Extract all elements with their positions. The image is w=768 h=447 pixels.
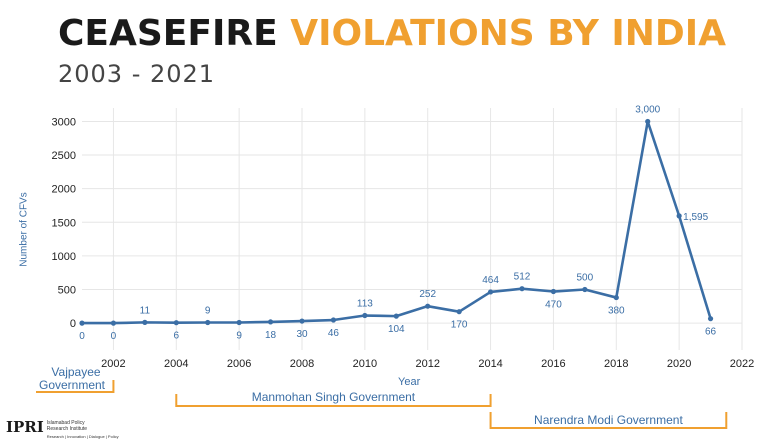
title-part-1: CEASEFIRE [58,13,278,54]
x-tick-label: 2018 [604,358,628,370]
y-tick-label: 500 [58,285,76,297]
chart-title: CEASEFIRE VIOLATIONS BY INDIA [58,12,726,56]
era-bracket-modi [489,412,728,429]
data-label: 6 [174,331,180,342]
data-point [79,320,85,326]
era-label-manmohan: Manmohan Singh Government [252,390,416,404]
era-bracket-vajpayee [36,380,115,393]
data-point [550,288,557,295]
data-label: 500 [577,273,594,284]
y-tick-label: 2500 [52,150,76,162]
data-label: 9 [205,306,211,317]
x-tick-label: 2020 [667,358,691,370]
data-point [362,312,368,319]
logo-org: Islamabad Policy Research Institute [46,420,88,432]
data-label: 9 [236,331,242,342]
logo-tagline: Research | Innovation | Dialogue | Polic… [46,434,119,439]
era-label-modi: Narendra Modi Government [534,413,683,427]
data-point [487,289,494,295]
x-tick-label: 2006 [227,358,251,370]
y-tick-label: 1500 [52,217,76,229]
data-label: 30 [296,329,308,340]
data-label: 464 [482,275,499,286]
data-point [110,320,117,326]
data-point [582,286,588,293]
x-tick-label: 2008 [290,358,314,370]
logo-name: IPRI [6,418,44,436]
data-point [205,319,211,326]
y-tick-label: 0 [70,318,76,330]
x-tick-label: 2016 [541,358,565,370]
data-label: 380 [608,306,625,317]
data-label: 470 [545,300,562,311]
data-point [393,313,399,319]
data-point [425,303,431,309]
data-label: 66 [705,327,717,338]
y-axis-title: Number of CFVs [18,192,30,267]
x-tick-label: 2022 [730,358,754,370]
x-axis-title: Year [398,376,421,388]
data-label: 1,595 [683,212,708,223]
ipri-logo: IPRI Islamabad Policy Research Institute… [6,418,119,440]
data-point [236,319,242,326]
data-label: 512 [514,272,531,283]
x-tick-label: 2014 [478,358,502,370]
y-tick-label: 2000 [52,184,76,196]
data-label: 0 [111,331,117,342]
data-point [330,317,337,323]
y-tick-label: 3000 [52,116,76,128]
data-point [676,213,682,219]
data-point [645,118,651,125]
x-tick-label: 2012 [415,358,439,370]
data-label: 104 [388,324,405,335]
era-label-vajpayee: Vajpayee Government [39,365,106,392]
data-label: 46 [328,328,340,339]
era-bracket-manmohan [175,394,492,407]
y-tick-label: 1000 [52,251,76,263]
data-label: 3,000 [635,104,660,115]
data-label: 170 [451,320,468,331]
data-point [519,286,525,292]
title-part-2: VIOLATIONS BY INDIA [290,13,726,54]
data-label: 113 [357,299,373,310]
data-point [707,316,714,322]
data-label: 11 [140,305,151,316]
chart-subtitle: 2003 - 2021 [58,60,216,88]
x-tick-label: 2002 [101,358,125,370]
data-label: 18 [265,330,277,341]
x-tick-label: 2004 [164,358,188,370]
data-point [142,319,148,325]
data-point [299,318,305,324]
data-point [456,309,462,315]
data-label: 252 [419,289,436,300]
data-label: 0 [79,331,85,342]
data-point [613,294,619,301]
x-tick-label: 2010 [353,358,377,370]
data-point [173,320,179,326]
data-point [267,319,274,325]
